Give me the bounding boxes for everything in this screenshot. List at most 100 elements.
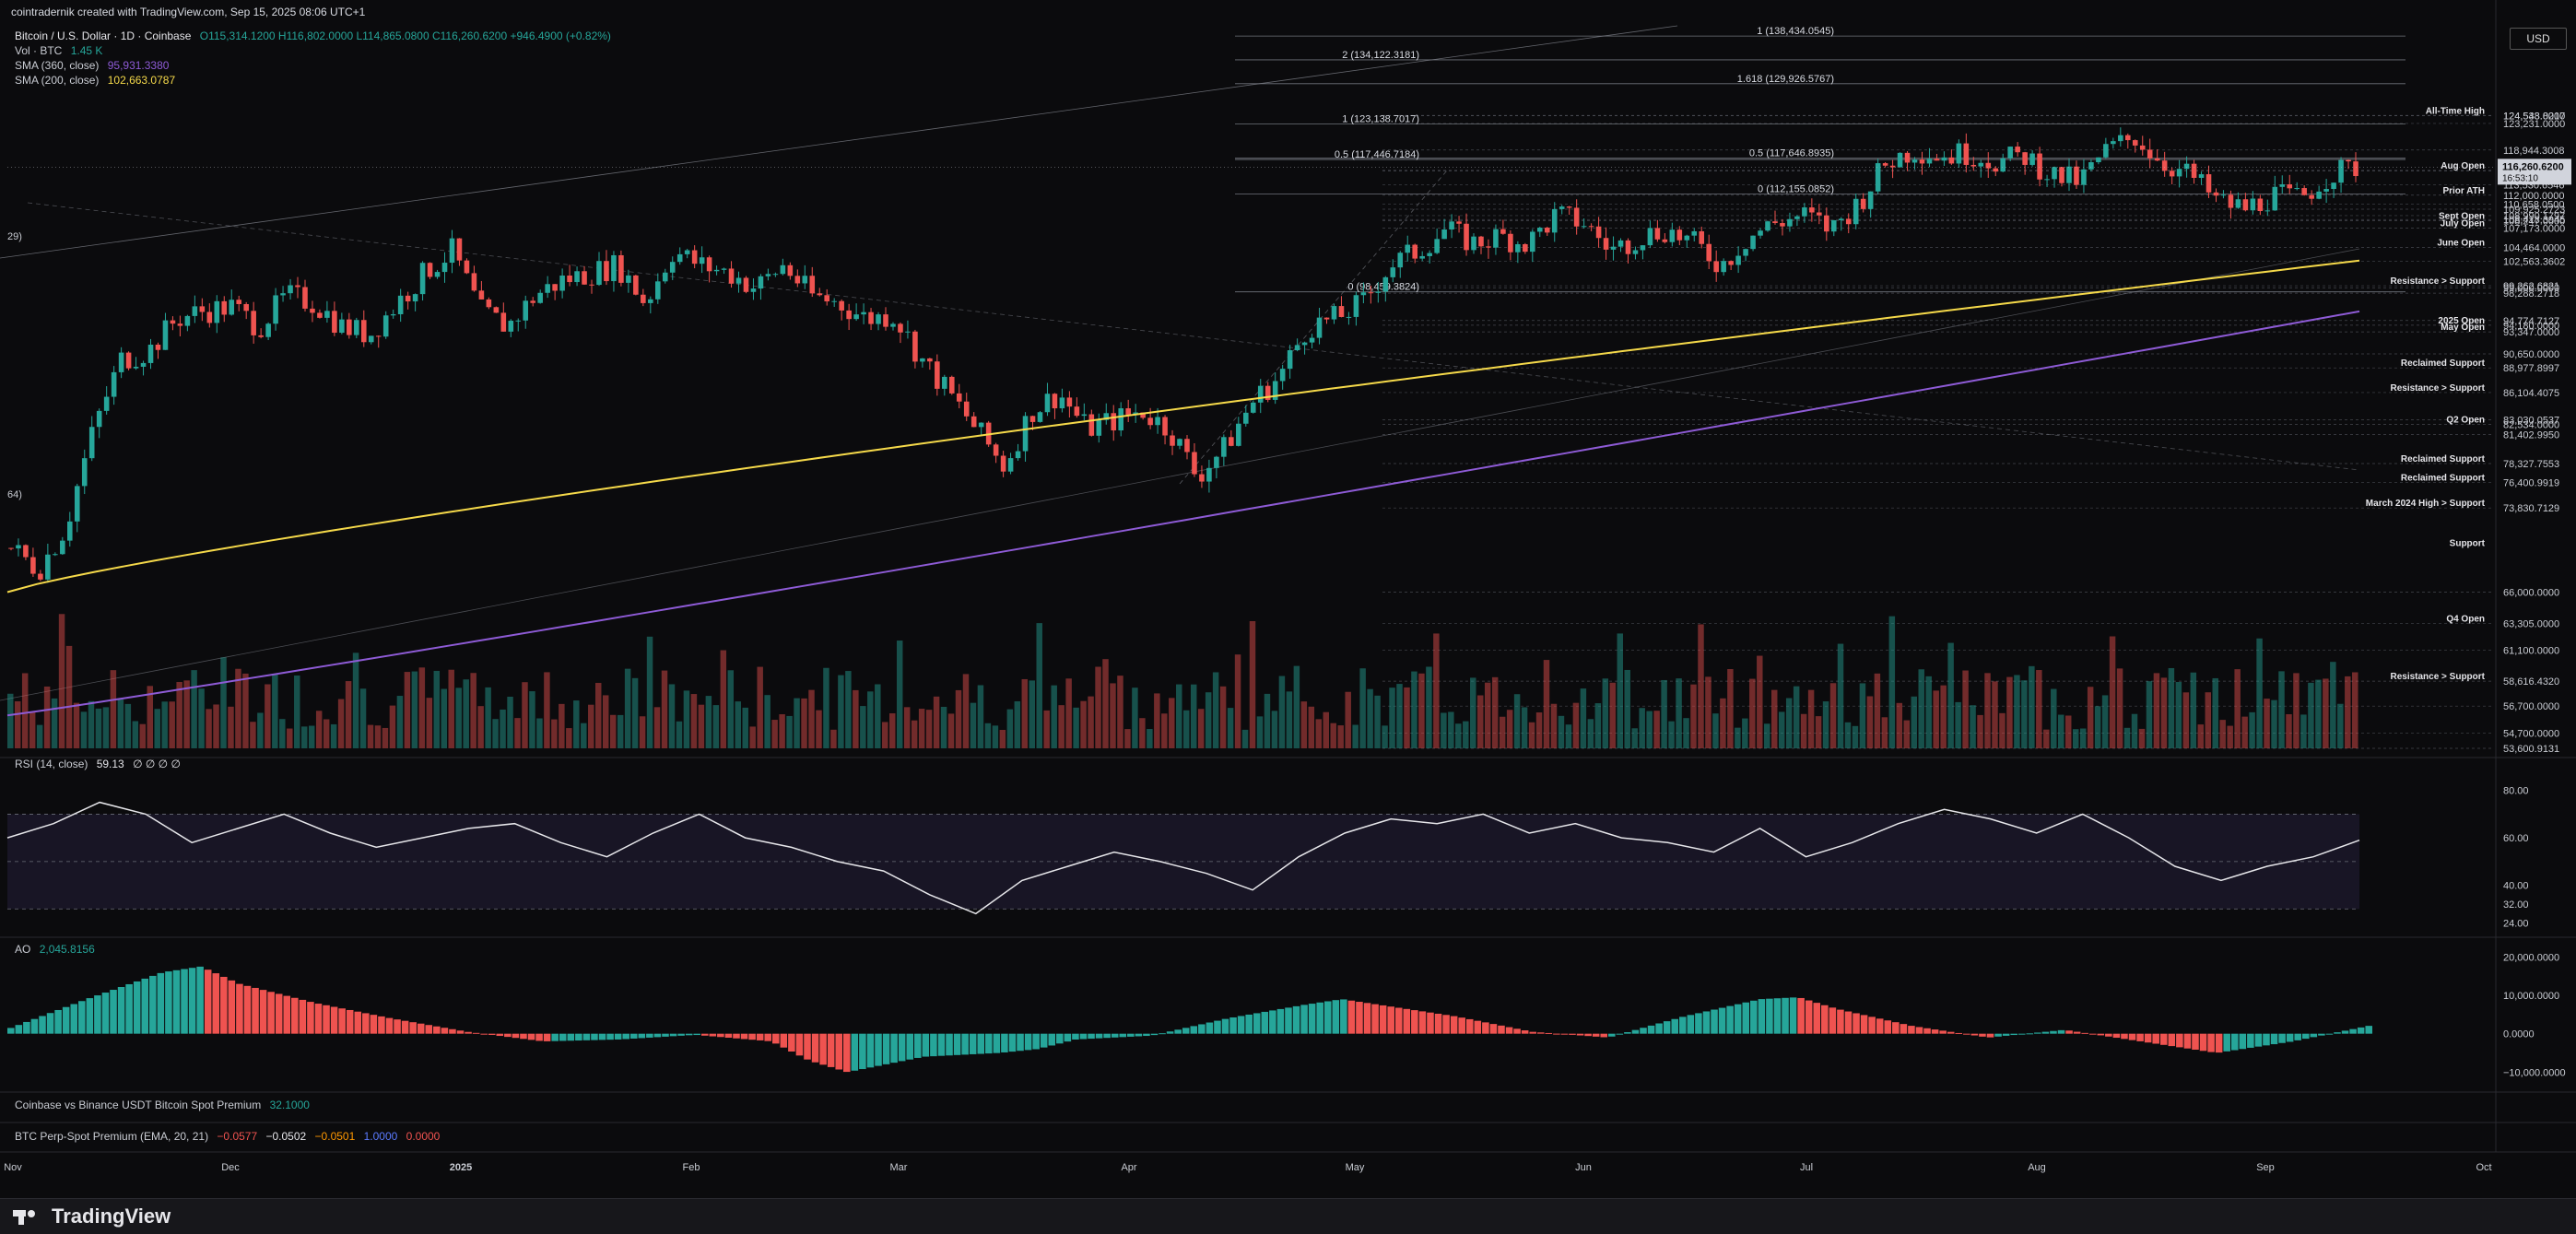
- candle-body: [868, 311, 874, 324]
- ao-bar: [2105, 1033, 2112, 1037]
- volume-bar: [1624, 669, 1630, 748]
- sma360-legend[interactable]: SMA (360, close) 95,931.3380: [15, 59, 169, 72]
- candle-body: [898, 323, 903, 333]
- volume-bar: [1330, 723, 1336, 748]
- volume-bar: [1212, 672, 1219, 748]
- perp-value-2: −0.0502: [265, 1130, 307, 1143]
- volume-bar: [1874, 673, 1881, 748]
- volume-bar: [1352, 724, 1359, 748]
- candle-body: [302, 287, 308, 309]
- candle-body: [1390, 267, 1396, 277]
- volume-bar: [757, 666, 763, 748]
- premium-legend[interactable]: Coinbase vs Binance USDT Bitcoin Spot Pr…: [15, 1099, 310, 1111]
- volume-bar: [992, 725, 999, 748]
- perp-legend[interactable]: BTC Perp-Spot Premium (EMA, 20, 21) −0.0…: [15, 1130, 440, 1143]
- candle-body: [1170, 435, 1175, 446]
- candle-body: [1192, 452, 1197, 475]
- ao-bar: [700, 1033, 709, 1036]
- ao-bar: [2294, 1033, 2301, 1040]
- candle-body: [1669, 229, 1676, 242]
- current-price-tag[interactable]: [2498, 159, 2571, 185]
- ao-bar: [30, 1018, 39, 1034]
- candle-body: [839, 300, 844, 311]
- volume-legend[interactable]: Vol · BTC 1.45 K: [15, 44, 102, 57]
- rsi-legend[interactable]: RSI (14, close) 59.13 ∅ ∅ ∅ ∅: [15, 758, 181, 770]
- candle-body: [831, 300, 837, 302]
- ao-bar: [811, 1033, 819, 1063]
- volume-bar: [962, 674, 970, 748]
- candle-body: [1523, 243, 1528, 253]
- candle-body: [2037, 153, 2042, 180]
- candle-body: [1758, 230, 1763, 236]
- trendline-upper: [0, 25, 1678, 259]
- volume-bar: [117, 699, 124, 748]
- ao-bar: [1371, 1004, 1379, 1034]
- volume-bar: [1345, 691, 1351, 748]
- candle-body: [2059, 167, 2064, 183]
- price-axis-label: 78,327.7553: [2503, 459, 2559, 470]
- currency-button[interactable]: USD: [2510, 28, 2567, 50]
- candle-body: [1926, 159, 1933, 164]
- ao-bar: [788, 1033, 795, 1052]
- candle-body: [662, 272, 668, 282]
- price-axis-label: 66,000.0000: [2503, 587, 2559, 598]
- candle-body: [140, 362, 147, 367]
- ao-bar: [1600, 1033, 1608, 1038]
- ao-bar: [362, 1013, 370, 1034]
- volume-bar: [1308, 706, 1315, 748]
- candle-body: [2052, 167, 2057, 180]
- ao-bar: [1545, 1032, 1553, 1034]
- volume-bar: [2014, 675, 2020, 748]
- ao-bar: [575, 1033, 582, 1041]
- volume-bar: [51, 698, 58, 748]
- candle-body: [2235, 199, 2241, 208]
- ao-bar: [2254, 1033, 2263, 1047]
- ao-bar: [1837, 1009, 1844, 1034]
- ao-bar: [1860, 1015, 1868, 1034]
- candle-body: [214, 300, 220, 323]
- level-annotation: All-Time High: [2426, 106, 2485, 116]
- candle-body: [236, 300, 242, 304]
- candle-body: [1471, 236, 1476, 251]
- candle-body: [2301, 188, 2307, 195]
- volume-bar: [2036, 670, 2042, 748]
- ao-bar: [2010, 1033, 2017, 1036]
- ao-legend[interactable]: AO 2,045.8156: [15, 943, 95, 956]
- candle-body: [1889, 165, 1896, 168]
- volume-bar: [2079, 728, 2087, 748]
- volume-bar: [1477, 695, 1484, 748]
- ao-bar: [1079, 1033, 1088, 1040]
- volume-bar: [426, 698, 433, 748]
- volume-bar: [1528, 722, 1535, 748]
- candle-body: [1817, 212, 1822, 216]
- volume-bar: [853, 689, 859, 748]
- candle-body: [1500, 229, 1506, 234]
- candle-body: [147, 344, 154, 363]
- sma200-legend[interactable]: SMA (200, close) 102,663.0787: [15, 74, 175, 87]
- candle-body: [1647, 228, 1653, 246]
- volume-bar: [1404, 687, 1410, 748]
- ao-bar: [1221, 1018, 1229, 1034]
- ao-bar: [243, 985, 252, 1034]
- candle-body: [1015, 451, 1021, 459]
- candle-body: [2272, 186, 2278, 211]
- ao-bar: [236, 983, 243, 1034]
- volume-bar: [536, 718, 543, 748]
- volume-bar: [1550, 703, 1558, 748]
- volume-bar: [389, 705, 396, 748]
- candle-body: [1595, 226, 1602, 239]
- volume-bar: [845, 671, 852, 748]
- candle-body: [427, 263, 433, 277]
- level-annotation: Reclaimed Support: [2401, 358, 2486, 369]
- ao-bar: [2286, 1033, 2294, 1042]
- level-annotation: Reclaimed Support: [2401, 473, 2486, 483]
- ao-bar: [906, 1033, 914, 1060]
- tradingview-brand[interactable]: TradingView: [13, 1205, 171, 1228]
- ao-bar: [520, 1033, 527, 1040]
- candle-body: [589, 284, 594, 286]
- symbol-legend[interactable]: Bitcoin / U.S. Dollar · 1D · Coinbase O1…: [15, 29, 611, 42]
- ao-bar: [2041, 1031, 2050, 1034]
- ao-bar: [1237, 1016, 1245, 1034]
- volume-bar: [43, 686, 51, 748]
